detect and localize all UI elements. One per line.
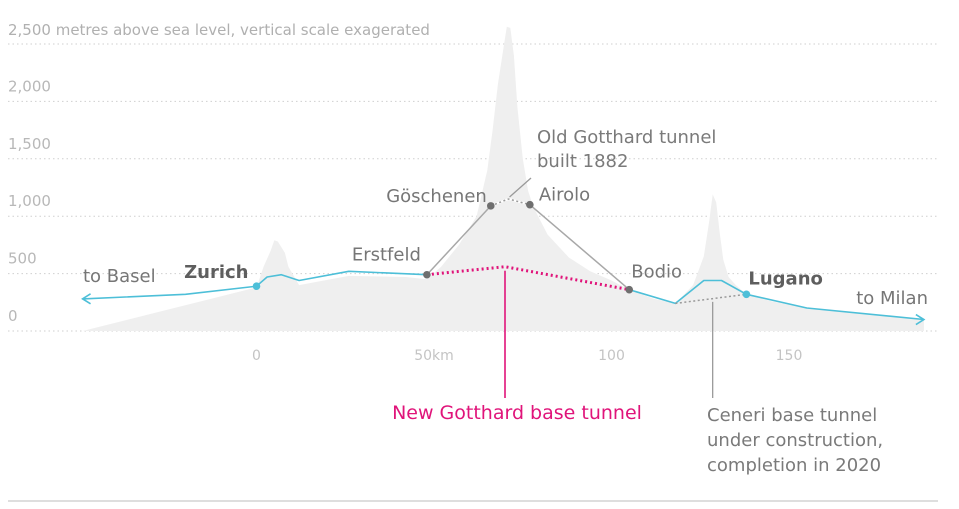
- station-marker-lugano: [742, 290, 751, 299]
- station-label-gschenen: Göschenen: [386, 186, 487, 207]
- y-tick-label: 0: [8, 307, 18, 325]
- series-ceneri-base-tunnel: [675, 293, 747, 305]
- station-markers: [252, 200, 751, 299]
- ceneri-annotation: completion in 2020: [707, 455, 881, 476]
- x-axis-ticks: 0 50km 100 150: [252, 348, 802, 364]
- station-label-lugano: Lugano: [748, 268, 823, 289]
- to-basel-label: to Basel: [83, 266, 156, 287]
- station-marker-bodio: [625, 285, 634, 294]
- x-tick-label: 50km: [414, 348, 454, 364]
- station-label-bodio: Bodio: [631, 262, 682, 283]
- station-label-erstfeld: Erstfeld: [352, 245, 421, 266]
- y-tick-label: 500: [8, 250, 37, 268]
- terrain-area: [82, 26, 924, 332]
- ceneri-annotation: under construction,: [707, 430, 883, 451]
- basel-arrowhead: [81, 293, 91, 305]
- x-tick-label: 0: [252, 348, 261, 364]
- y-axis-label: 2,500 metres above sea level, vertical s…: [8, 21, 430, 39]
- station-label-zurich: Zurich: [184, 262, 248, 283]
- milan-arrowhead: [915, 313, 926, 326]
- y-tick-label: 1,000: [8, 192, 51, 210]
- old-tunnel-leader: [509, 177, 532, 198]
- old-tunnel-annotation: built 1882: [537, 151, 628, 172]
- station-marker-gschenen: [487, 202, 495, 210]
- series-lines: [81, 197, 926, 326]
- y-tick-label: 2,000: [8, 77, 51, 95]
- series-new-gotthard-base-tunnel: [426, 265, 630, 292]
- station-label-airolo: Airolo: [539, 185, 590, 206]
- y-tick-label: 1,500: [8, 135, 51, 153]
- station-marker-airolo: [526, 200, 534, 209]
- station-marker-zurich: [252, 282, 261, 291]
- x-tick-label: 150: [776, 348, 803, 364]
- old-tunnel-dotted: [490, 198, 531, 207]
- series-to-basel: [82, 270, 427, 300]
- ceneri-annotation: Ceneri base tunnel: [707, 405, 877, 426]
- to-milan-label: to Milan: [856, 288, 928, 309]
- text-labels: Zurich Erstfeld Göschenen Airolo Bodio Lugano…: [83, 127, 928, 476]
- y-axis-ticks: 0 500 1,000 1,500 2,000: [8, 77, 51, 325]
- station-marker-erstfeld: [423, 270, 431, 279]
- annotation-leaders: [504, 177, 714, 398]
- new-tunnel-annotation: New Gotthard base tunnel: [392, 402, 642, 424]
- x-tick-label: 100: [598, 348, 625, 364]
- old-tunnel-annotation: Old Gotthard tunnel: [537, 127, 716, 148]
